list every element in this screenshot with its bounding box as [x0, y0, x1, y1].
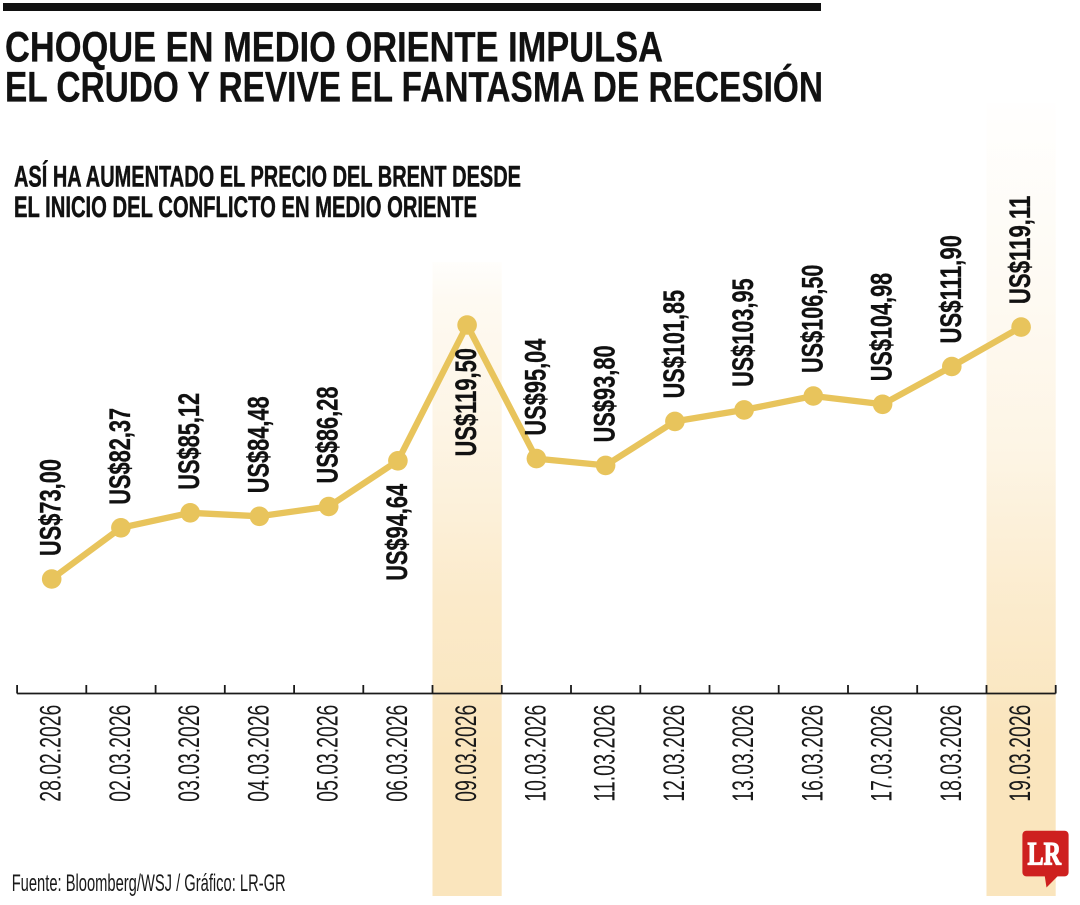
svg-text:US$84,48: US$84,48 [242, 396, 275, 493]
svg-text:US$73,00: US$73,00 [35, 459, 68, 556]
svg-text:US$101,85: US$101,85 [658, 290, 691, 399]
svg-text:LR: LR [1028, 837, 1062, 873]
svg-text:12.03.2026: 12.03.2026 [658, 705, 691, 802]
svg-text:US$103,95: US$103,95 [727, 278, 760, 387]
svg-text:13.03.2026: 13.03.2026 [727, 705, 760, 802]
svg-text:04.03.2026: 04.03.2026 [242, 705, 275, 802]
svg-text:05.03.2026: 05.03.2026 [312, 705, 345, 802]
svg-text:US$94,64: US$94,64 [381, 484, 414, 581]
svg-text:US$95,04: US$95,04 [519, 338, 552, 435]
svg-text:Fuente: Bloomberg/WSJ / Gráfic: Fuente: Bloomberg/WSJ / Gráfico: LR-GR [12, 870, 286, 897]
svg-text:09.03.2026: 09.03.2026 [450, 705, 483, 802]
svg-text:US$86,28: US$86,28 [312, 387, 345, 484]
svg-text:US$104,98: US$104,98 [866, 273, 899, 382]
svg-text:03.03.2026: 03.03.2026 [173, 705, 206, 802]
svg-text:US$93,80: US$93,80 [589, 345, 622, 442]
svg-text:19.03.2026: 19.03.2026 [1004, 705, 1037, 802]
svg-text:US$85,12: US$85,12 [173, 393, 206, 490]
svg-text:18.03.2026: 18.03.2026 [935, 705, 968, 802]
svg-text:US$111,90: US$111,90 [935, 235, 968, 344]
svg-text:ASÍ HA AUMENTADO EL PRECIO DEL: ASÍ HA AUMENTADO EL PRECIO DEL BRENT DES… [14, 160, 521, 194]
svg-text:US$82,37: US$82,37 [104, 408, 137, 505]
svg-text:EL INICIO DEL CONFLICTO EN MED: EL INICIO DEL CONFLICTO EN MEDIO ORIENTE [14, 191, 477, 224]
svg-text:16.03.2026: 16.03.2026 [796, 705, 829, 802]
svg-text:06.03.2026: 06.03.2026 [381, 705, 414, 802]
svg-text:EL CRUDO Y REVIVE EL FANTASMA: EL CRUDO Y REVIVE EL FANTASMA DE RECESIÓ… [5, 63, 823, 112]
svg-text:02.03.2026: 02.03.2026 [104, 705, 137, 802]
svg-text:17.03.2026: 17.03.2026 [866, 705, 899, 802]
svg-text:US$119,11: US$119,11 [1004, 196, 1037, 305]
svg-text:US$106,50: US$106,50 [796, 265, 829, 374]
svg-text:CHOQUE EN MEDIO ORIENTE IMPULS: CHOQUE EN MEDIO ORIENTE IMPULSA [5, 24, 663, 72]
svg-text:28.02.2026: 28.02.2026 [35, 705, 68, 802]
svg-text:11.03.2026: 11.03.2026 [589, 705, 622, 802]
svg-text:10.03.2026: 10.03.2026 [519, 705, 552, 802]
svg-text:US$119,50: US$119,50 [450, 348, 483, 456]
